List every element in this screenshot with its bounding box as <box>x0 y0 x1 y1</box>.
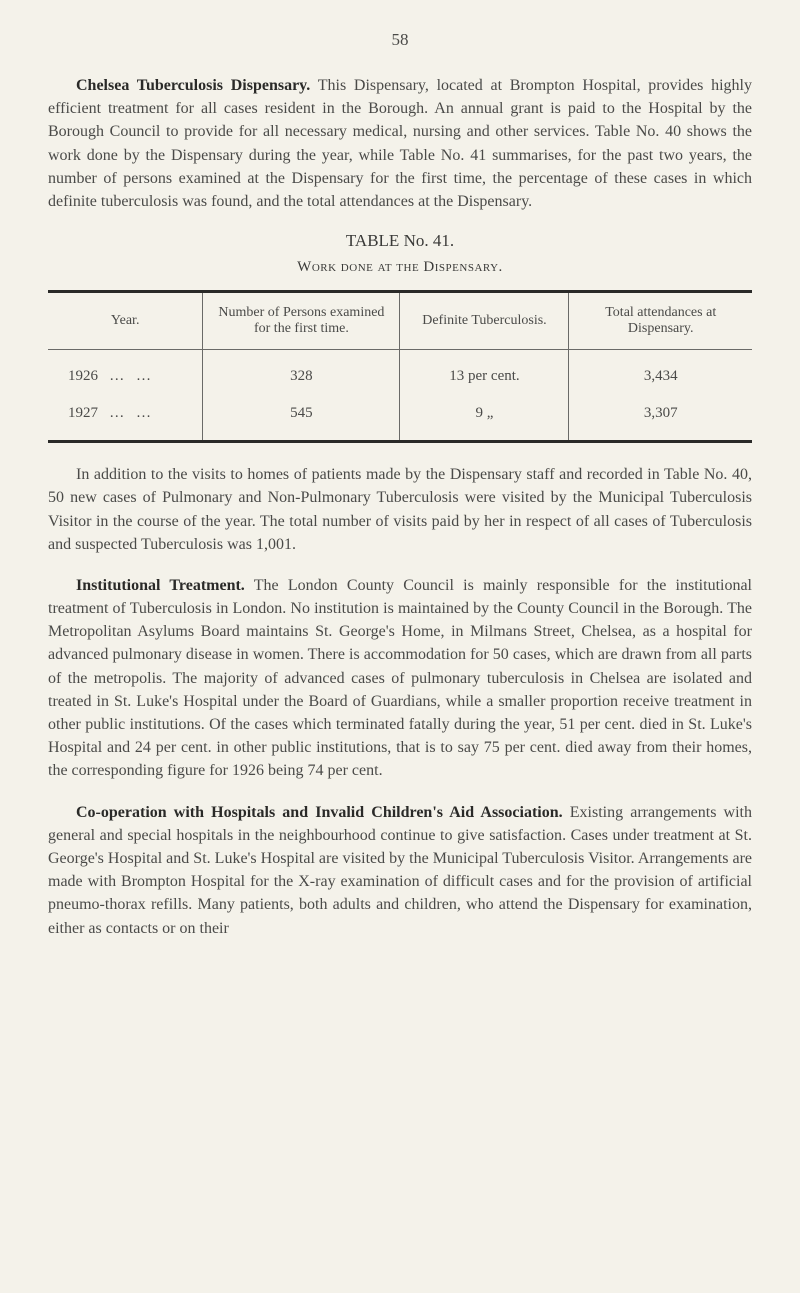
page-number: 58 <box>48 30 752 50</box>
cell-examined: 545 <box>203 395 400 442</box>
dispensary-table: Year. Number of Persons examined for the… <box>48 290 752 443</box>
section-body: This Dispensary, located at Brompton Hos… <box>48 77 752 210</box>
cell-definite: 13 per cent. <box>400 350 569 396</box>
section-body: The London County Council is mainly resp… <box>48 577 752 780</box>
cell-examined: 328 <box>203 350 400 396</box>
col-definite: Definite Tuberculosis. <box>400 292 569 350</box>
table-header-row: Year. Number of Persons examined for the… <box>48 292 752 350</box>
section-body: Existing arrangements with general and s… <box>48 804 752 937</box>
cell-total: 3,307 <box>569 395 752 442</box>
table-title: TABLE No. 41. <box>48 231 752 251</box>
document-page: 58 Chelsea Tuberculosis Dispensary. This… <box>0 0 800 998</box>
table-subtitle: Work done at the Dispensary. <box>48 259 752 276</box>
cell-year: 1926 … … <box>48 350 203 396</box>
cell-year: 1927 … … <box>48 395 203 442</box>
col-year: Year. <box>48 292 203 350</box>
col-examined: Number of Persons examined for the first… <box>203 292 400 350</box>
paragraph-after-table: In addition to the visits to homes of pa… <box>48 463 752 556</box>
section-title: Co-operation with Hospitals and Invalid … <box>76 804 563 821</box>
table-row: 1926 … … 328 13 per cent. 3,434 <box>48 350 752 396</box>
table-row: 1927 … … 545 9 „ 3,307 <box>48 395 752 442</box>
cell-definite: 9 „ <box>400 395 569 442</box>
section-chelsea-dispensary: Chelsea Tuberculosis Dispensary. This Di… <box>48 74 752 213</box>
section-cooperation: Co-operation with Hospitals and Invalid … <box>48 801 752 940</box>
section-title: Institutional Treatment. <box>76 577 245 594</box>
section-institutional-treatment: Institutional Treatment. The London Coun… <box>48 574 752 783</box>
section-title: Chelsea Tuberculosis Dispensary. <box>76 77 310 94</box>
cell-total: 3,434 <box>569 350 752 396</box>
col-total: Total attendances at Dispensary. <box>569 292 752 350</box>
